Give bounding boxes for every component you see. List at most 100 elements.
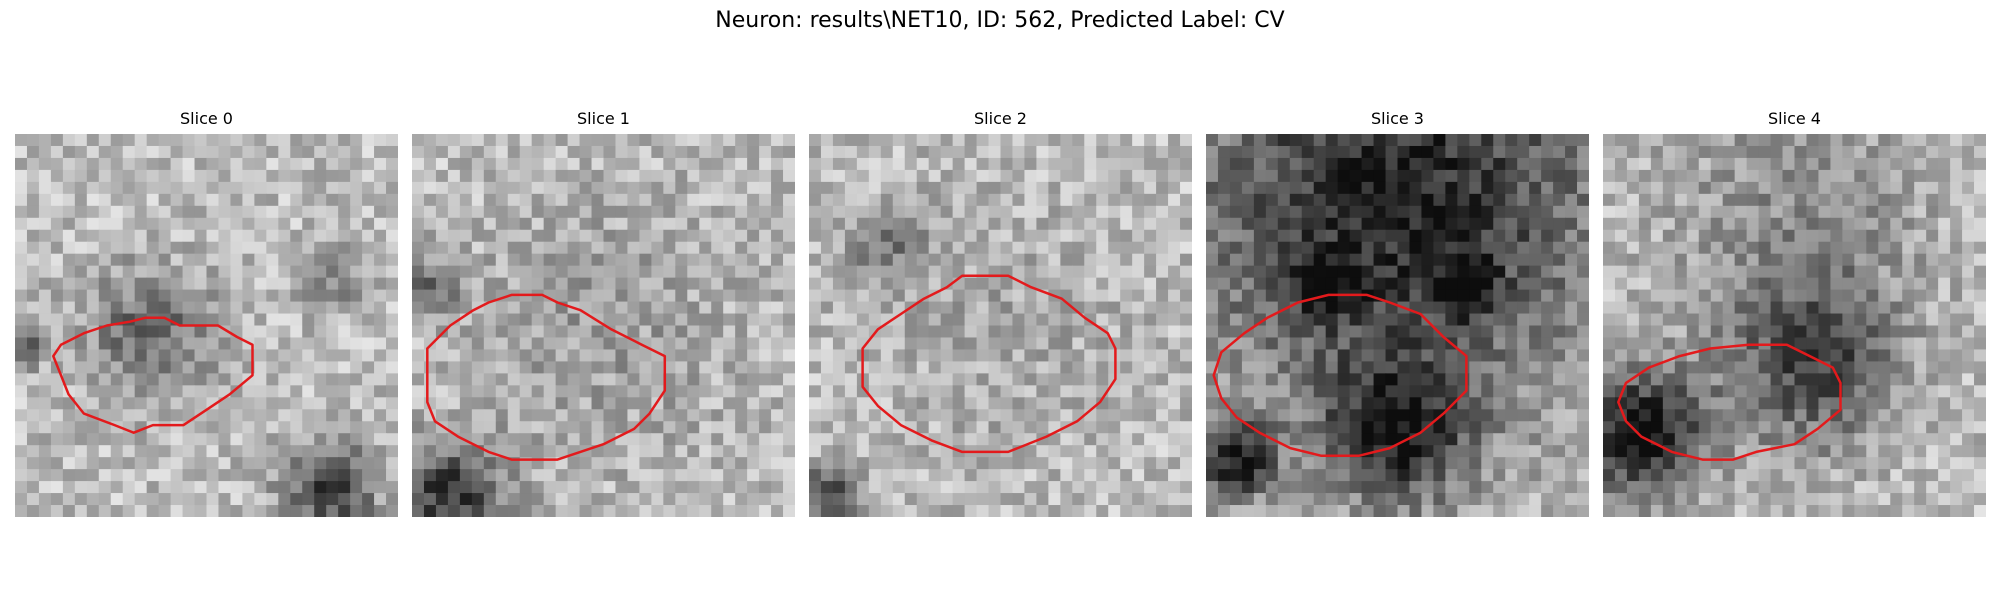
- pixel: [711, 325, 724, 339]
- pixel: [146, 289, 160, 303]
- pixel: [1385, 361, 1399, 374]
- pixel: [639, 385, 652, 398]
- pixel: [254, 385, 267, 398]
- pixel: [206, 361, 220, 374]
- pixel: [1024, 493, 1038, 506]
- pixel: [1289, 457, 1303, 470]
- pixel: [1878, 361, 1891, 374]
- pixel: [98, 241, 112, 255]
- pixel: [1277, 181, 1291, 195]
- pixel: [1722, 445, 1736, 458]
- pixel: [1325, 134, 1339, 147]
- pixel: [1770, 241, 1784, 255]
- pixel: [976, 181, 990, 195]
- pixel: [1565, 337, 1578, 351]
- pixel: [15, 409, 28, 422]
- pixel: [1180, 301, 1192, 315]
- pixel: [1445, 157, 1458, 171]
- pixel: [759, 337, 772, 351]
- pixel: [928, 169, 942, 183]
- pixel: [747, 481, 760, 494]
- pixel: [170, 193, 184, 207]
- pixel: [1048, 361, 1061, 374]
- pixel: [892, 265, 906, 279]
- pixel: [182, 433, 196, 446]
- pixel: [1084, 277, 1097, 291]
- pixel: [940, 493, 954, 506]
- pixel: [1782, 301, 1796, 315]
- pixel: [1734, 241, 1748, 255]
- pixel: [1481, 409, 1494, 422]
- pixel: [1770, 457, 1784, 470]
- pixel: [1433, 145, 1446, 159]
- pixel: [940, 277, 954, 291]
- pixel: [904, 217, 918, 231]
- pixel: [1012, 505, 1026, 517]
- pixel: [471, 134, 485, 147]
- pixel: [1758, 373, 1772, 386]
- pixel: [1241, 289, 1255, 303]
- pixel: [1794, 289, 1808, 303]
- pixel: [50, 253, 64, 267]
- pixel: [844, 205, 858, 219]
- pixel: [218, 205, 232, 219]
- pixel: [820, 325, 834, 339]
- pixel: [158, 193, 172, 207]
- pixel: [26, 433, 40, 446]
- pixel: [230, 313, 244, 327]
- pixel: [627, 445, 641, 458]
- pixel: [1734, 277, 1748, 291]
- pixel: [1686, 145, 1700, 159]
- pixel: [663, 157, 676, 171]
- pixel: [182, 145, 196, 159]
- pixel: [26, 134, 40, 147]
- pixel: [1938, 325, 1951, 339]
- pixel: [1289, 313, 1303, 327]
- pixel: [386, 157, 398, 171]
- pixel: [639, 193, 652, 207]
- pixel: [519, 181, 533, 195]
- pixel: [1541, 241, 1554, 255]
- pixel: [278, 253, 291, 267]
- pixel: [1926, 181, 1939, 195]
- pixel: [1517, 241, 1530, 255]
- pixel: [1553, 469, 1566, 482]
- pixel: [74, 349, 88, 363]
- pixel: [1241, 385, 1255, 398]
- pixel: [1277, 337, 1291, 351]
- pixel: [711, 265, 724, 279]
- pixel: [639, 313, 652, 327]
- pixel: [1180, 181, 1192, 195]
- pixel: [412, 301, 425, 315]
- pixel: [844, 301, 858, 315]
- pixel: [302, 217, 315, 231]
- pixel: [242, 134, 255, 147]
- pixel: [699, 169, 712, 183]
- pixel: [820, 193, 834, 207]
- pixel: [1974, 445, 1986, 458]
- pixel: [1132, 145, 1145, 159]
- pixel: [86, 505, 100, 517]
- pixel: [507, 421, 521, 434]
- pixel: [1048, 265, 1061, 279]
- pixel: [290, 277, 303, 291]
- pixel: [1036, 145, 1049, 159]
- pixel: [771, 265, 784, 279]
- pixel: [1156, 445, 1169, 458]
- pixel: [579, 265, 593, 279]
- pixel: [832, 481, 846, 494]
- pixel: [146, 337, 160, 351]
- pixel: [1914, 265, 1927, 279]
- pixel: [1974, 433, 1986, 446]
- pixel: [1206, 229, 1219, 243]
- pixel: [675, 181, 688, 195]
- pixel: [374, 169, 387, 183]
- pixel: [483, 469, 497, 482]
- pixel: [627, 181, 641, 195]
- pixel: [1229, 469, 1243, 482]
- pixel: [1325, 205, 1339, 219]
- pixel: [447, 445, 461, 458]
- pixel: [543, 145, 557, 159]
- pixel: [519, 493, 533, 506]
- pixel: [266, 445, 279, 458]
